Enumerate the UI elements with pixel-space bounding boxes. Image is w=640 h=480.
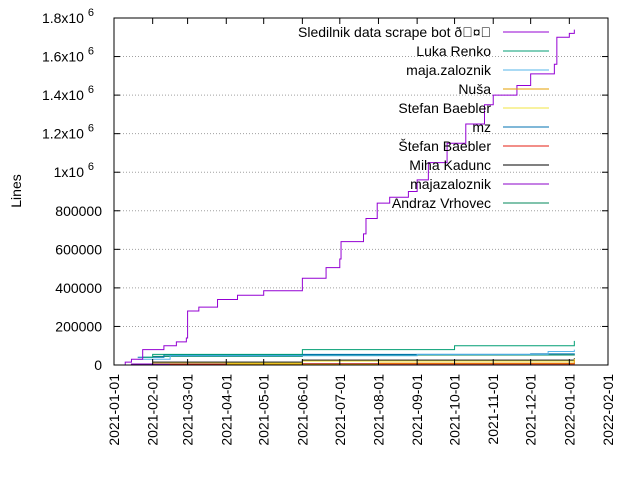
- y-axis-label: Lines: [8, 174, 24, 207]
- legend-label: Luka Renko: [416, 43, 491, 59]
- y-tick-label: 200000: [55, 318, 102, 334]
- plot-frame: [113, 17, 609, 366]
- y-tick-label: 400000: [55, 280, 102, 296]
- y-tick-label: 1x10 6: [54, 161, 94, 180]
- series-line: [142, 340, 575, 358]
- x-tick-label: 2021-08-01: [370, 374, 386, 446]
- x-tick-label: 2021-10-01: [447, 374, 463, 446]
- y-tick-label: 800000: [55, 203, 102, 219]
- x-tick-label: 2021-03-01: [180, 374, 196, 446]
- y-tick-exponent: 6: [88, 7, 94, 19]
- x-tick-label: 2021-02-01: [145, 374, 161, 446]
- series-lines: [114, 29, 575, 366]
- legend-label: Stefan Baebler: [398, 100, 491, 116]
- x-tick-label: 2021-01-01: [106, 374, 122, 446]
- x-tick-label: 2022-01-01: [561, 374, 577, 446]
- x-tick-label: 2021-11-01: [485, 374, 501, 445]
- legend-label: Andraz Vrhovec: [392, 195, 491, 211]
- grid-lines: [114, 56, 608, 327]
- x-tick-label: 2021-06-01: [294, 374, 310, 446]
- y-tick-label: 0: [94, 357, 102, 373]
- x-tick-label: 2022-02-01: [600, 374, 616, 446]
- y-tick-exponent: 6: [88, 123, 94, 135]
- y-tick-label: 1.4x10 6: [42, 84, 94, 103]
- legend-label: maja.zaloznik: [406, 62, 492, 78]
- x-tick-label: 2021-09-01: [409, 374, 425, 446]
- legend-label: Štefan Baebler: [398, 138, 491, 154]
- y-tick-exponent: 6: [88, 161, 94, 173]
- legend-label: Sledilnik data scrape bot ð ¤ : [298, 24, 491, 40]
- series-line: [114, 29, 575, 366]
- x-axis: 2021-01-01 2021-02-01 2021-03-01 2021-04-01…: [106, 18, 616, 446]
- x-tick-label: 2021-12-01: [523, 374, 539, 446]
- y-tick-label: 1.2x10 6: [42, 123, 94, 142]
- legend-label: majazaloznik: [410, 176, 492, 192]
- series-line: [137, 349, 575, 360]
- legend-label: Miha Kadunc: [409, 157, 491, 173]
- x-tick-label: 2021-07-01: [332, 374, 348, 446]
- legend-label: mz: [472, 119, 491, 135]
- y-tick-label: 1.8x10 6: [42, 7, 94, 26]
- legend: Sledilnik data scrape bot ð ¤  Luka Renko…: [298, 24, 549, 211]
- x-tick-label: 2021-05-01: [256, 374, 272, 446]
- y-tick-exponent: 6: [88, 84, 94, 96]
- legend-label: Nuša: [458, 81, 491, 97]
- y-tick-exponent: 6: [88, 46, 94, 58]
- y-tick-label: 1.6x10 6: [42, 46, 94, 65]
- x-tick-label: 2021-04-01: [218, 374, 234, 446]
- y-tick-label: 600000: [55, 241, 102, 257]
- y-axis: 0 200000 400000 600000 800000 1x10 6 1.2x10 6 1…: [42, 7, 608, 373]
